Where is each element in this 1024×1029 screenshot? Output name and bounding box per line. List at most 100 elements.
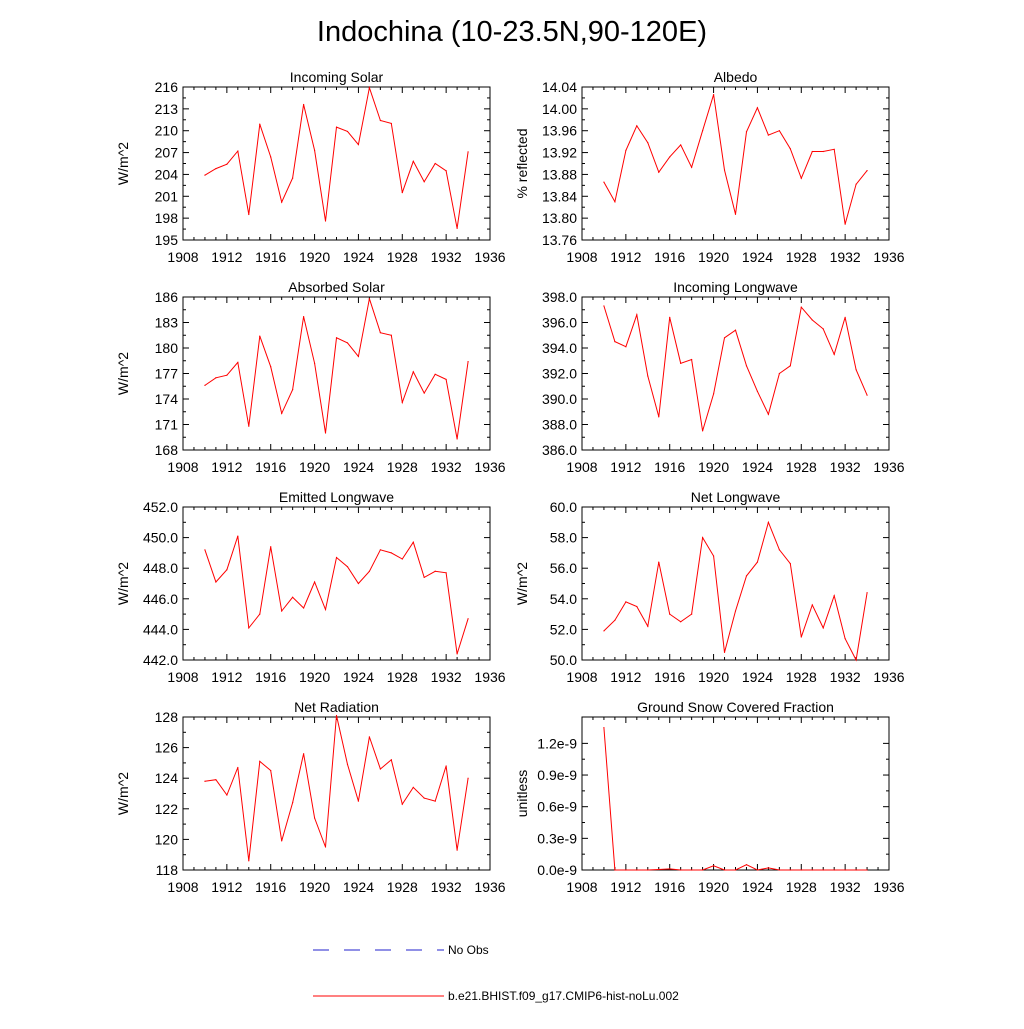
data-point bbox=[691, 166, 693, 168]
data-point bbox=[445, 378, 447, 381]
y-tick-label: 1.2e-9 bbox=[537, 735, 577, 751]
y-axis-label: unitless bbox=[514, 770, 530, 817]
y-tick-label: 204 bbox=[155, 166, 179, 182]
y-tick-label: 210 bbox=[155, 123, 179, 139]
y-tick-label: 126 bbox=[155, 740, 179, 756]
data-point bbox=[800, 177, 802, 179]
x-tick-label: 1916 bbox=[654, 249, 685, 265]
data-point bbox=[270, 156, 272, 158]
y-axis-label: W/m^2 bbox=[115, 562, 131, 605]
y-tick-label: 13.92 bbox=[542, 145, 577, 161]
y-tick-label: 52.0 bbox=[550, 621, 577, 637]
data-point bbox=[822, 627, 824, 629]
x-tick-label: 1920 bbox=[698, 249, 729, 265]
data-point bbox=[658, 561, 660, 563]
data-point bbox=[215, 581, 217, 583]
data-point bbox=[680, 869, 682, 871]
y-axis-label: % reflected bbox=[514, 128, 530, 198]
data-point bbox=[658, 868, 660, 871]
data-point bbox=[712, 393, 715, 395]
x-tick-label: 1920 bbox=[299, 249, 330, 265]
y-tick-label: 180 bbox=[155, 340, 179, 356]
y-tick-label: 450.0 bbox=[143, 530, 178, 546]
x-tick-label: 1920 bbox=[299, 669, 330, 685]
y-tick-label: 171 bbox=[155, 417, 179, 433]
data-point bbox=[248, 425, 250, 427]
data-point bbox=[335, 714, 338, 717]
panel-0: Incoming Solar 1908 1912 1916 1920 1924 1928 19… bbox=[115, 69, 506, 265]
y-tick-label: 13.96 bbox=[542, 123, 577, 139]
data-point bbox=[691, 613, 693, 615]
data-point bbox=[778, 869, 780, 871]
data-point bbox=[456, 849, 458, 851]
data-point bbox=[259, 123, 261, 125]
y-tick-label: 444.0 bbox=[143, 621, 178, 637]
panel-title: Ground Snow Covered Fraction bbox=[637, 699, 834, 715]
data-point bbox=[647, 375, 649, 377]
y-tick-label: 177 bbox=[155, 366, 179, 382]
y-tick-label: 388.0 bbox=[542, 417, 577, 433]
y-tick-label: 394.0 bbox=[542, 340, 577, 356]
data-point bbox=[680, 621, 682, 623]
y-axis-label: W/m^2 bbox=[115, 352, 131, 395]
x-tick-label: 1928 bbox=[786, 249, 817, 265]
x-tick-label: 1936 bbox=[474, 669, 505, 685]
x-tick-label: 1912 bbox=[211, 879, 242, 895]
panel-6: Net Radiation 1908 1912 1916 1920 1924 1928 193… bbox=[115, 699, 506, 895]
data-point bbox=[734, 329, 737, 331]
x-tick-label: 1912 bbox=[610, 459, 641, 475]
y-tick-label: 13.76 bbox=[542, 232, 577, 248]
x-tick-label: 1924 bbox=[343, 459, 374, 475]
data-point bbox=[445, 170, 447, 172]
data-point bbox=[734, 213, 737, 215]
data-point bbox=[215, 168, 217, 170]
data-point bbox=[313, 149, 316, 151]
legend: No Obs b.e21.BHIST.f09_g17.CMIP6-hist-no… bbox=[313, 943, 679, 1003]
x-tick-label: 1908 bbox=[566, 879, 597, 895]
figure-title: Indochina (10-23.5N,90-120E) bbox=[317, 16, 707, 48]
data-point bbox=[423, 797, 425, 799]
x-tick-label: 1928 bbox=[387, 459, 418, 475]
x-tick-label: 1916 bbox=[255, 249, 286, 265]
panel-title: Incoming Solar bbox=[290, 69, 384, 85]
y-tick-label: 183 bbox=[155, 315, 179, 331]
x-tick-label: 1920 bbox=[698, 459, 729, 475]
data-point bbox=[712, 94, 715, 96]
y-tick-label: 390.0 bbox=[542, 391, 577, 407]
data-point bbox=[691, 869, 693, 871]
data-point bbox=[855, 659, 857, 661]
data-point bbox=[368, 298, 370, 300]
data-point bbox=[303, 103, 305, 106]
y-tick-label: 216 bbox=[155, 79, 179, 95]
panel-3: Incoming Longwave 1908 1912 1916 1920 1924 192… bbox=[542, 279, 905, 475]
data-point bbox=[335, 337, 338, 339]
data-point bbox=[603, 726, 605, 729]
data-point bbox=[423, 576, 425, 578]
data-point bbox=[434, 800, 436, 802]
x-tick-label: 1932 bbox=[431, 879, 462, 895]
data-point bbox=[237, 535, 239, 537]
data-point bbox=[603, 181, 605, 183]
x-tick-label: 1932 bbox=[830, 459, 861, 475]
data-point bbox=[390, 552, 392, 554]
data-point bbox=[324, 608, 327, 611]
x-tick-label: 1936 bbox=[474, 879, 505, 895]
data-point bbox=[204, 174, 206, 176]
data-point bbox=[226, 794, 228, 796]
data-point bbox=[636, 869, 638, 871]
data-point bbox=[756, 107, 759, 109]
data-point bbox=[248, 213, 250, 216]
data-point bbox=[669, 316, 671, 318]
x-tick-label: 1924 bbox=[742, 879, 773, 895]
x-tick-label: 1928 bbox=[786, 459, 817, 475]
data-point bbox=[603, 630, 605, 632]
x-tick-label: 1920 bbox=[698, 879, 729, 895]
data-point bbox=[636, 605, 638, 608]
data-point bbox=[745, 365, 748, 367]
legend-label-no-obs: No Obs bbox=[448, 943, 489, 957]
data-point bbox=[281, 610, 283, 612]
y-tick-label: 122 bbox=[155, 801, 179, 817]
data-point bbox=[357, 582, 360, 585]
y-tick-label: 392.0 bbox=[542, 366, 577, 382]
data-point bbox=[844, 316, 846, 318]
